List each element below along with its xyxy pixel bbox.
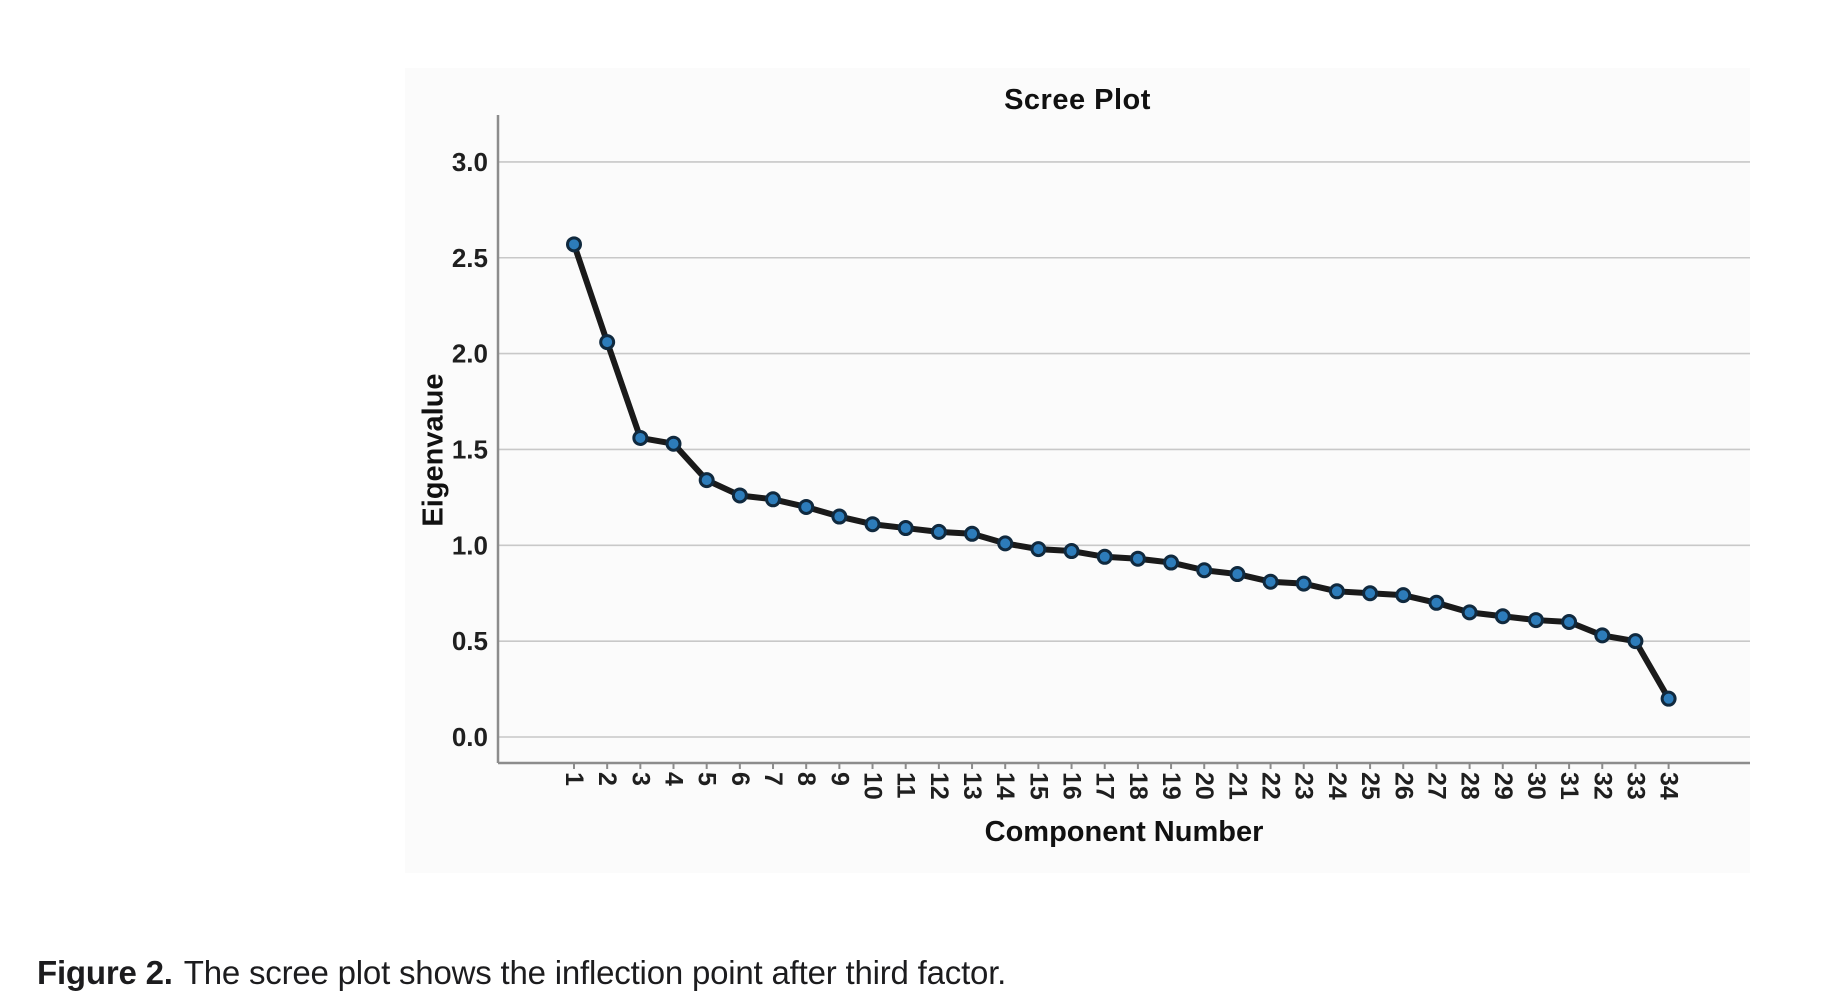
- x-tick-label: 33: [1621, 772, 1649, 800]
- x-tick-label: 32: [1588, 772, 1616, 800]
- x-tick-label: 8: [792, 772, 820, 786]
- x-tick-label: 24: [1323, 772, 1351, 800]
- x-tick-label: 13: [958, 772, 986, 800]
- x-tick-label: 19: [1157, 772, 1185, 800]
- x-tick-label: 26: [1389, 772, 1417, 800]
- y-axis-title: Eigenvalue: [417, 373, 450, 527]
- y-tick-label: 1.5: [452, 434, 488, 464]
- data-point: [1262, 573, 1279, 590]
- y-tick-label: 0.5: [452, 626, 488, 656]
- y-tick-label: 1.0: [452, 530, 488, 560]
- data-point: [864, 516, 881, 533]
- x-tick-label: 6: [726, 772, 754, 786]
- data-point: [1561, 613, 1578, 630]
- y-tick-label: 3.0: [452, 147, 488, 177]
- x-tick-label: 30: [1522, 772, 1550, 800]
- x-tick-label: 10: [859, 772, 887, 800]
- x-tick-label: 34: [1655, 772, 1683, 800]
- data-point: [897, 520, 914, 537]
- figure-caption-label: Figure 2.: [37, 954, 173, 991]
- data-point: [1428, 594, 1445, 611]
- data-point: [1594, 627, 1611, 644]
- data-point: [632, 429, 649, 446]
- data-point: [1229, 566, 1246, 583]
- data-point: [1494, 608, 1511, 625]
- x-tick-label: 23: [1290, 772, 1318, 800]
- x-tick-label: 31: [1555, 772, 1583, 800]
- x-tick-label: 5: [693, 772, 721, 786]
- chart-title: Scree Plot: [1004, 84, 1151, 116]
- x-tick-label: 27: [1422, 772, 1450, 800]
- x-tick-label: 22: [1257, 772, 1285, 800]
- x-tick-label: 14: [991, 772, 1019, 800]
- data-point: [1461, 604, 1478, 621]
- x-tick-label: 4: [660, 772, 688, 786]
- data-point: [1362, 585, 1379, 602]
- data-point: [566, 236, 582, 253]
- y-tick-label: 2.5: [452, 243, 488, 273]
- data-point: [599, 334, 616, 351]
- data-point: [665, 435, 682, 452]
- data-point: [1163, 554, 1180, 571]
- data-point: [1129, 550, 1146, 567]
- x-tick-label: 21: [1223, 772, 1251, 800]
- x-tick-label: 11: [892, 772, 920, 799]
- x-tick-label: 25: [1356, 772, 1384, 800]
- data-point: [1063, 543, 1080, 560]
- y-tick-label: 0.0: [452, 722, 488, 752]
- data-point: [964, 525, 981, 542]
- data-point: [997, 535, 1014, 552]
- x-tick-label: 20: [1190, 772, 1218, 800]
- data-point: [1096, 548, 1113, 565]
- x-tick-label: 3: [626, 772, 654, 786]
- x-tick-label: 16: [1058, 772, 1086, 800]
- data-point: [930, 523, 947, 540]
- x-tick-label: 28: [1456, 772, 1484, 800]
- x-tick-label: 2: [593, 772, 621, 786]
- data-point: [798, 498, 815, 515]
- data-point: [1196, 562, 1213, 579]
- x-tick-label: 18: [1124, 772, 1152, 800]
- x-axis-title: Component Number: [984, 816, 1264, 848]
- x-tick-label: 29: [1489, 772, 1517, 800]
- scree-line: [571, 241, 1672, 702]
- data-point: [1295, 575, 1312, 592]
- x-tick-label: 9: [825, 772, 853, 786]
- data-point: [1030, 541, 1047, 558]
- x-tick-label: 7: [759, 772, 787, 786]
- data-point: [1660, 690, 1677, 707]
- scree-plot-panel: [405, 68, 1750, 873]
- data-point: [1328, 583, 1345, 600]
- x-tick-label: 1: [560, 772, 588, 786]
- figure-caption: Figure 2. The scree plot shows the inflec…: [37, 954, 1006, 992]
- data-point: [1627, 633, 1644, 650]
- x-tick-label: 17: [1091, 772, 1119, 800]
- data-point: [731, 487, 748, 504]
- figure-caption-text: The scree plot shows the inflection poin…: [183, 954, 1007, 991]
- data-point: [831, 508, 848, 525]
- data-point: [698, 472, 715, 489]
- x-tick-label: 15: [1024, 772, 1052, 800]
- data-point: [1395, 587, 1412, 604]
- data-point: [765, 491, 782, 508]
- y-tick-label: 2.0: [452, 339, 488, 369]
- x-tick-label: 12: [925, 772, 953, 800]
- data-point: [1527, 612, 1544, 629]
